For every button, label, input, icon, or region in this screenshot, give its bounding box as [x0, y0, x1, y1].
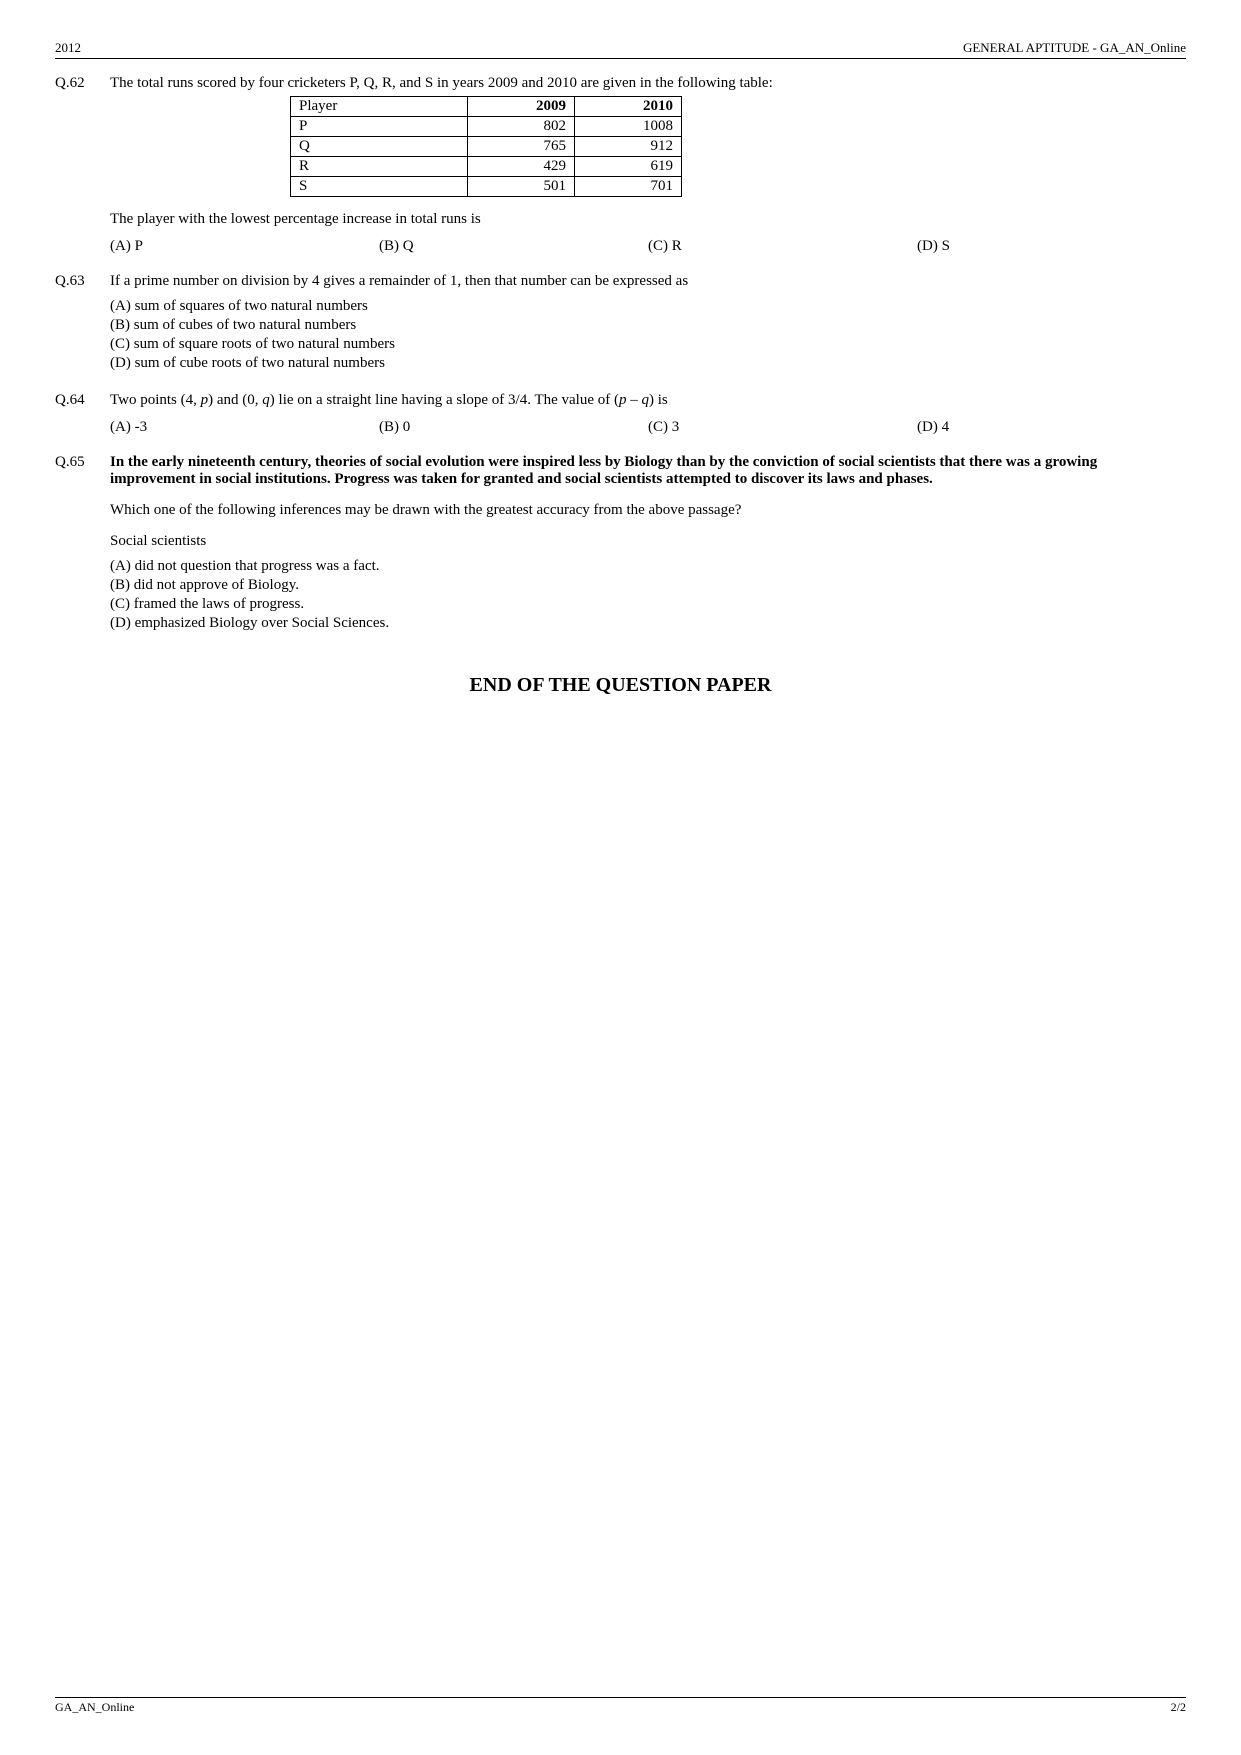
table-header: 2010: [575, 97, 682, 117]
question-62: Q.62 The total runs scored by four crick…: [55, 75, 1186, 255]
question-63: Q.63 If a prime number on division by 4 …: [55, 273, 1186, 374]
footer-right: 2/2: [1171, 1700, 1186, 1715]
question-stem-3: Social scientists: [110, 533, 1186, 550]
option-b: (B) did not approve of Biology.: [110, 577, 1186, 594]
table-cell: 1008: [575, 117, 682, 137]
table-row: S 501 701: [291, 177, 682, 197]
question-65: Q.65 In the early nineteenth century, th…: [55, 454, 1186, 634]
runs-table: Player 2009 2010 P 802 1008 Q 765 912 R …: [290, 96, 682, 197]
table-header: Player: [291, 97, 468, 117]
question-stem: Two points (4, p) and (0, q) lie on a st…: [110, 392, 1186, 409]
end-of-paper: END OF THE QUESTION PAPER: [55, 674, 1186, 697]
option-a: (A) P: [110, 238, 379, 255]
table-cell: P: [291, 117, 468, 137]
table-cell: Q: [291, 137, 468, 157]
option-d: (D) 4: [917, 419, 1186, 436]
passage: In the early nineteenth century, theorie…: [110, 454, 1186, 488]
table-cell: 619: [575, 157, 682, 177]
option-b: (B) 0: [379, 419, 648, 436]
option-c: (C) 3: [648, 419, 917, 436]
table-cell: 429: [468, 157, 575, 177]
table-cell: S: [291, 177, 468, 197]
table-header: 2009: [468, 97, 575, 117]
option-a: (A) did not question that progress was a…: [110, 558, 1186, 575]
table-row: P 802 1008: [291, 117, 682, 137]
header-left: 2012: [55, 40, 81, 56]
table-cell: 765: [468, 137, 575, 157]
header-right: GENERAL APTITUDE - GA_AN_Online: [963, 40, 1186, 56]
page-header: 2012 GENERAL APTITUDE - GA_AN_Online: [55, 40, 1186, 59]
option-d: (D) emphasized Biology over Social Scien…: [110, 615, 1186, 632]
question-number: Q.65: [55, 454, 110, 634]
footer-left: GA_AN_Online: [55, 1700, 134, 1715]
question-stem-2: Which one of the following inferences ma…: [110, 502, 1186, 519]
table-row: R 429 619: [291, 157, 682, 177]
table-cell: 501: [468, 177, 575, 197]
table-cell: 701: [575, 177, 682, 197]
option-d: (D) sum of cube roots of two natural num…: [110, 355, 1186, 372]
question-stem: If a prime number on division by 4 gives…: [110, 273, 1186, 290]
question-stem: The total runs scored by four cricketers…: [110, 75, 1186, 92]
option-b: (B) sum of cubes of two natural numbers: [110, 317, 1186, 334]
option-c: (C) sum of square roots of two natural n…: [110, 336, 1186, 353]
question-stem-2: The player with the lowest percentage in…: [110, 211, 1186, 228]
table-cell: 912: [575, 137, 682, 157]
option-d: (D) S: [917, 238, 1186, 255]
question-64: Q.64 Two points (4, p) and (0, q) lie on…: [55, 392, 1186, 436]
table-cell: R: [291, 157, 468, 177]
option-a: (A) sum of squares of two natural number…: [110, 298, 1186, 315]
question-number: Q.62: [55, 75, 110, 255]
option-a: (A) -3: [110, 419, 379, 436]
option-b: (B) Q: [379, 238, 648, 255]
option-c: (C) framed the laws of progress.: [110, 596, 1186, 613]
table-cell: 802: [468, 117, 575, 137]
table-row: Q 765 912: [291, 137, 682, 157]
question-number: Q.63: [55, 273, 110, 374]
option-c: (C) R: [648, 238, 917, 255]
page-footer: GA_AN_Online 2/2: [55, 1697, 1186, 1715]
question-number: Q.64: [55, 392, 110, 436]
